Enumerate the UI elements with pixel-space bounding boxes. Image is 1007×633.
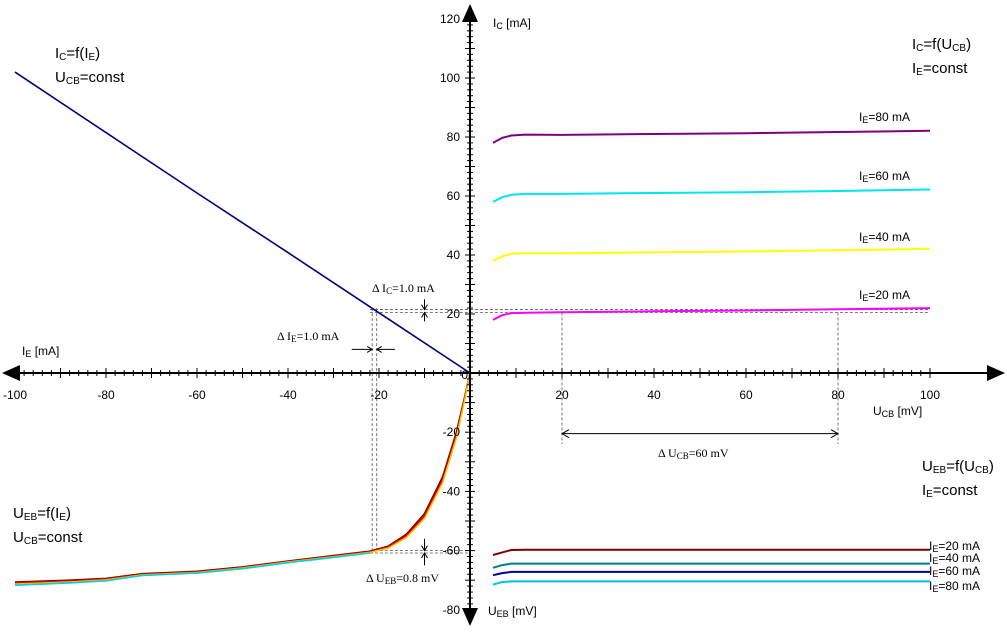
feedback-title: UEB=f(UCB) IE=const [922, 458, 994, 500]
output-curve-0 [492, 129, 931, 144]
y-tick-label: 120 [440, 12, 460, 26]
y-tick-label: -80 [443, 603, 461, 617]
y-axis-arrow-down [462, 608, 478, 626]
transfer-title: IC=f(IE) UCB=const [55, 45, 125, 87]
axes [2, 4, 1005, 626]
tick-labels: 20 40 60 80 100 -100 -80 -60 -40 -20 20 40 60 80 100 12… [3, 12, 940, 617]
delta-ic-arrowhead-top [421, 304, 428, 311]
feedback-curve-0 [492, 548, 930, 556]
delta-ueb-arrowhead-bottom [421, 551, 428, 559]
fb-label-ie80: IE=80 mA [929, 579, 981, 594]
x-tick-label: 20 [555, 388, 569, 402]
x-tick-label: -60 [188, 388, 206, 402]
x-tick-label: 100 [920, 388, 940, 402]
y-up-axis-label: IC [mA] [493, 16, 531, 31]
input-title: UEB=f(IE) UCB=const [13, 505, 83, 547]
y-axis-arrow-up [462, 4, 478, 22]
feedback-curve-3 [492, 580, 930, 586]
guide-lines [351, 299, 930, 566]
x-tick-label: 80 [831, 388, 845, 402]
delta-ueb-arrowhead-top [421, 545, 428, 552]
y-tick-label: 100 [440, 71, 460, 85]
input-curve-3 [14, 552, 370, 586]
y-tick-label: 80 [447, 130, 461, 144]
delta-ucb-arrowhead-left [560, 429, 570, 439]
delta-ie-arrowhead-right [375, 345, 382, 353]
feedback-curve-1 [492, 562, 930, 569]
fb-label-ie40: IE=40 mA [929, 551, 981, 566]
x-tick-label: -20 [370, 388, 388, 402]
curve-label-ie40: IE=40 mA [859, 230, 911, 245]
y-tick-label: -20 [443, 425, 461, 439]
delta-ie-note: Δ IE=1.0 mA [277, 329, 340, 344]
fb-label-ie60: IE=60 mA [929, 564, 981, 579]
delta-ucb-arrowhead-right [830, 429, 840, 439]
y-tick-label: -60 [443, 544, 461, 558]
delta-ie-arrowhead-left [366, 345, 374, 353]
input-curve-1 [14, 372, 471, 584]
output-curve-1 [492, 188, 931, 203]
x-right-axis-label: UCB [mV] [873, 404, 923, 419]
output-title: IC=f(UCB) IE=const [912, 36, 972, 78]
delta-ueb-note: Δ UEB=0.8 mV [366, 571, 440, 586]
y-tick-label: 20 [447, 307, 461, 321]
y-tick-label: 60 [447, 189, 461, 203]
curves [14, 71, 931, 586]
output-curve-2 [492, 247, 931, 262]
input-curve-2 [14, 372, 471, 585]
delta-ic-arrowhead-bottom [421, 311, 428, 318]
x-axis-arrow-right [987, 365, 1005, 381]
transfer-curve-0 [14, 71, 471, 374]
fb-label-ie20: IE=20 mA [929, 539, 981, 554]
y-down-axis-label: UEB [mV] [488, 604, 537, 619]
x-axis-arrow-left [2, 365, 20, 381]
x-tick-label: 40 [647, 388, 661, 402]
x-left-axis-label: IE [mA] [22, 344, 60, 359]
x-tick-label: -80 [97, 388, 115, 402]
curve-label-ie80: IE=80 mA [859, 110, 911, 125]
delta-ic-note: Δ IC=1.0 mA [372, 281, 435, 296]
output-curve-3 [492, 307, 931, 321]
x-tick-label: -100 [3, 388, 27, 402]
origin-label: 0 [461, 368, 468, 382]
feedback-curve-2 [492, 570, 930, 577]
x-tick-label: -40 [279, 388, 297, 402]
y-tick-label: -40 [443, 484, 461, 498]
y-tick-label: 40 [447, 248, 461, 262]
x-tick-label: 60 [739, 388, 753, 402]
delta-ucb-note: Δ UCB=60 mV [658, 446, 729, 461]
curve-label-ie20: IE=20 mA [859, 288, 911, 303]
curve-label-ie60: IE=60 mA [859, 169, 911, 184]
